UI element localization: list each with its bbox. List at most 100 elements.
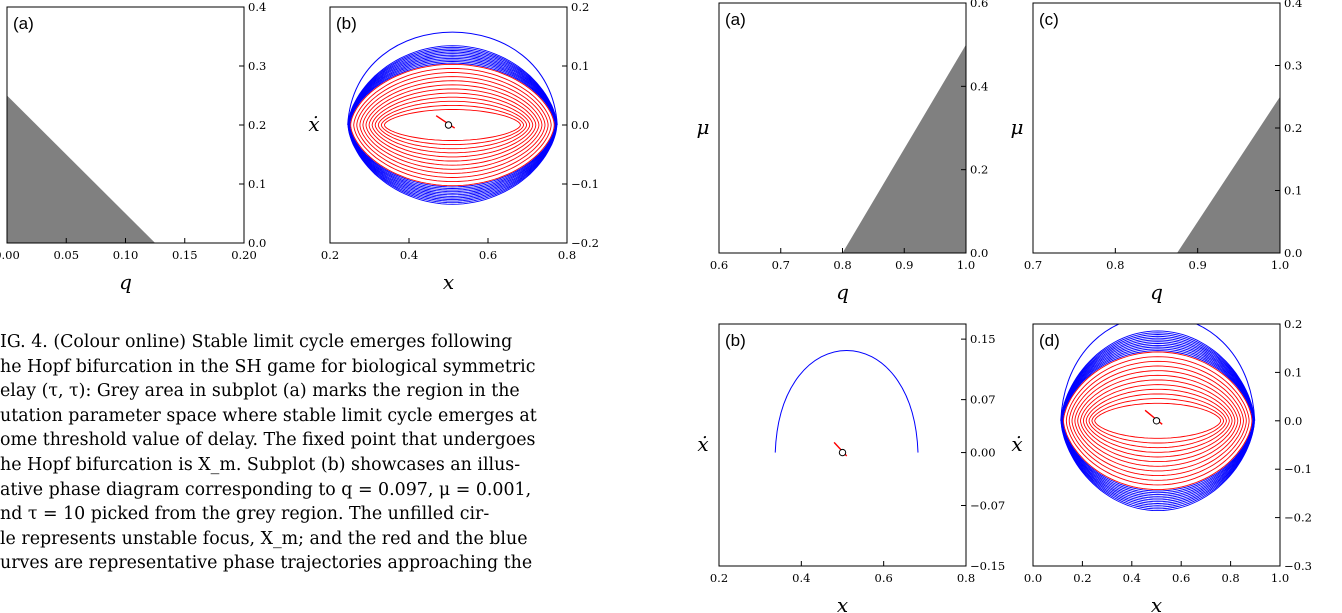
y-tick-label: 0.6 (970, 0, 988, 10)
x-tick-label: 0.7 (772, 258, 790, 272)
red-trajectory (380, 104, 525, 146)
red-trajectory (1085, 388, 1230, 453)
y-tick-label: 0.4 (1284, 0, 1302, 10)
x-tick-label: 0.4 (1123, 571, 1141, 585)
red-trajectory (1071, 365, 1244, 477)
x-axis-label: x (837, 593, 848, 613)
panel-right-d: 0.0 0.2 0.4 0.6 0.8 1.0−0.3 −0.2 −0.1 0.0 0.1 0.2 x… (1011, 317, 1312, 613)
plot-area (842, 44, 966, 253)
grey-region (1177, 96, 1280, 253)
y-tick-label: −0.2 (571, 236, 599, 250)
x-tick-label: 0.0 (1024, 571, 1042, 585)
x-tick-label: 0.9 (1189, 258, 1207, 272)
y-tick-label: 0.2 (571, 0, 589, 14)
red-trajectory (353, 67, 552, 183)
y-tick-label: 0.1 (571, 59, 589, 73)
panel-label: (b) (336, 14, 357, 33)
plot-area (7, 95, 156, 243)
y-tick-label: 0.0 (248, 236, 266, 250)
plot-area (347, 31, 558, 205)
y-axis-label: μ (697, 115, 710, 139)
y-tick-label: 0.00 (970, 446, 996, 460)
y-tick-label: 0.0 (1284, 246, 1302, 260)
x-axis-label: q (1150, 280, 1163, 304)
x-tick-label: 0.2 (321, 248, 339, 262)
red-trajectory (1063, 351, 1253, 491)
x-tick-label: 0.6 (710, 258, 728, 272)
x-tick-label: 0.8 (558, 248, 576, 262)
blue-trajectory (347, 46, 558, 204)
red-trajectory (1082, 384, 1233, 458)
red-trajectory (383, 109, 521, 141)
panel-left-b: 0.2 0.4 0.6 0.8−0.2 −0.1 0.0 0.1 0.2 x ẋ (b) (308, 0, 599, 294)
y-axis-label: ẋ (1011, 432, 1022, 456)
x-tick-label: 0.2 (710, 571, 728, 585)
x-tick-label: 1.0 (957, 258, 975, 272)
y-tick-label: 0.3 (248, 59, 266, 73)
y-tick-label: 0.2 (970, 163, 988, 177)
y-tick-label: −0.2 (1284, 511, 1312, 525)
x-tick-label: 0.8 (833, 258, 851, 272)
y-tick-label: 0.2 (1284, 317, 1302, 331)
panel-label: (b) (725, 331, 746, 350)
red-trajectory (377, 100, 528, 150)
y-tick-label: 0.2 (1284, 121, 1302, 135)
fixed-point (838, 448, 847, 457)
y-tick-label: 0.0 (571, 118, 589, 132)
caption-line: he Hopf bifurcation is X_m. Subplot (b) … (0, 454, 521, 475)
axes-frame (1032, 323, 1281, 567)
y-tick-label: 0.4 (970, 79, 988, 93)
red-trajectory (1088, 393, 1227, 449)
x-axis-label: q (119, 270, 132, 294)
caption-line: elay (τ, τ): Grey area in subplot (a) ma… (0, 381, 520, 402)
red-trajectory (1077, 374, 1239, 467)
x-tick-label: 0.2 (1073, 571, 1091, 585)
y-tick-label: −0.07 (970, 499, 1005, 513)
panel-right-a: 0.6 0.7 0.8 0.9 1.00.0 0.2 0.4 0.6 q μ (a) (697, 0, 989, 304)
axes-frame (718, 323, 967, 567)
plot-area (1060, 324, 1256, 512)
y-tick-label: −0.1 (571, 177, 599, 191)
y-tick-label: 0.1 (1284, 365, 1302, 379)
red-trajectory (359, 76, 546, 174)
y-tick-label: 0.3 (1284, 59, 1302, 73)
y-tick-label: 0.07 (970, 393, 996, 407)
blue-trajectory (347, 45, 558, 205)
x-axis-label: x (443, 270, 454, 294)
grey-region (842, 44, 966, 253)
plot-area (1177, 96, 1280, 253)
caption-line: utation parameter space where stable lim… (0, 405, 537, 426)
x-tick-label: 0.4 (792, 571, 810, 585)
x-tick-label: 0.6 (875, 571, 893, 585)
y-tick-label: 0.2 (248, 118, 266, 132)
red-trajectory (1068, 360, 1247, 481)
x-tick-label: 0.8 (957, 571, 975, 585)
y-tick-label: 0.1 (1284, 184, 1302, 198)
caption-line: ome threshold value of delay. The fixed … (0, 430, 536, 451)
red-trajectory (1074, 370, 1242, 472)
figure-caption: IG. 4. (Colour online) Stable limit cycl… (0, 330, 690, 576)
y-tick-label: 0.15 (970, 332, 996, 346)
red-trajectory (356, 72, 549, 178)
fixed-point (1152, 417, 1161, 425)
red-trajectory (350, 63, 555, 187)
y-tick-label: 0.0 (970, 246, 988, 260)
x-tick-label: 1.0 (1271, 258, 1289, 272)
grey-region (7, 95, 156, 243)
x-tick-label: 0.05 (53, 248, 79, 262)
blue-start-trajectory (774, 350, 919, 453)
x-axis-label: q (836, 280, 849, 304)
caption-line: urves are representative phase trajector… (0, 553, 533, 574)
caption-line: ative phase diagram corresponding to q =… (0, 479, 532, 500)
x-tick-label: 0.20 (231, 248, 257, 262)
y-tick-label: −0.1 (1284, 462, 1312, 476)
red-trajectory (1065, 356, 1250, 486)
panel-left-a: 0.000.050.100.150.200.00.10.20.30.4qμ(a) (0, 0, 266, 294)
caption-line: he Hopf bifurcation in the SH game for b… (0, 356, 536, 377)
x-tick-label: 0.8 (1106, 258, 1124, 272)
x-tick-label: 0.6 (479, 248, 497, 262)
x-tick-label: 0.4 (400, 248, 418, 262)
x-tick-label: 0.10 (113, 248, 139, 262)
plot-area (774, 350, 919, 457)
